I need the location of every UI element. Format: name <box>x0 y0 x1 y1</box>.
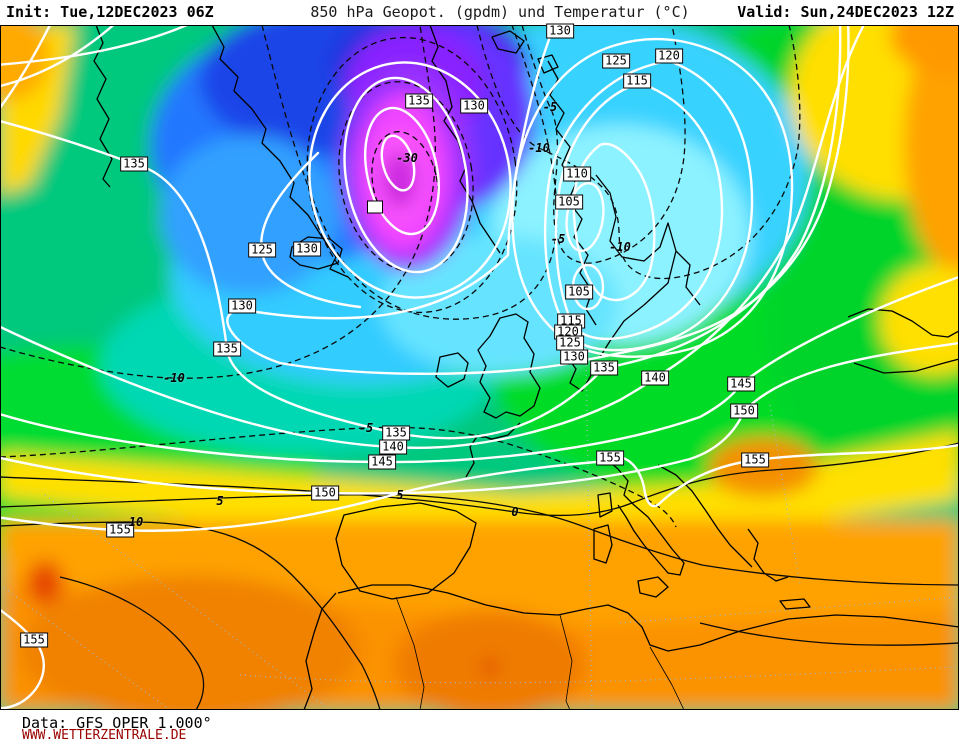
map-graphic <box>0 25 959 710</box>
valid-time-label: Valid: Sun,24DEC2023 12Z <box>737 3 954 21</box>
data-source-label: Data: GFS OPER 1.000° <box>22 714 212 732</box>
init-time-label: Init: Tue,12DEC2023 06Z <box>6 3 214 21</box>
temperature-contours-negative <box>1 26 801 528</box>
temperature-contours-positive <box>1 442 958 709</box>
temperature-field <box>1 26 958 709</box>
page-title: 850 hPa Geopot. (gpdm) und Temperatur (°… <box>310 3 690 21</box>
graticule <box>1 354 958 709</box>
header: Init: Tue,12DEC2023 06Z 850 hPa Geopot. … <box>0 0 959 25</box>
geopotential-contours <box>1 26 958 709</box>
website-label: WWW.WETTERZENTRALE.DE <box>22 728 187 741</box>
footer: Data: GFS OPER 1.000° WWW.WETTERZENTRALE… <box>0 710 959 741</box>
weather-map: 135 125 130 130 135 135 130 130 125 120 115 110 105 1… <box>0 23 959 710</box>
